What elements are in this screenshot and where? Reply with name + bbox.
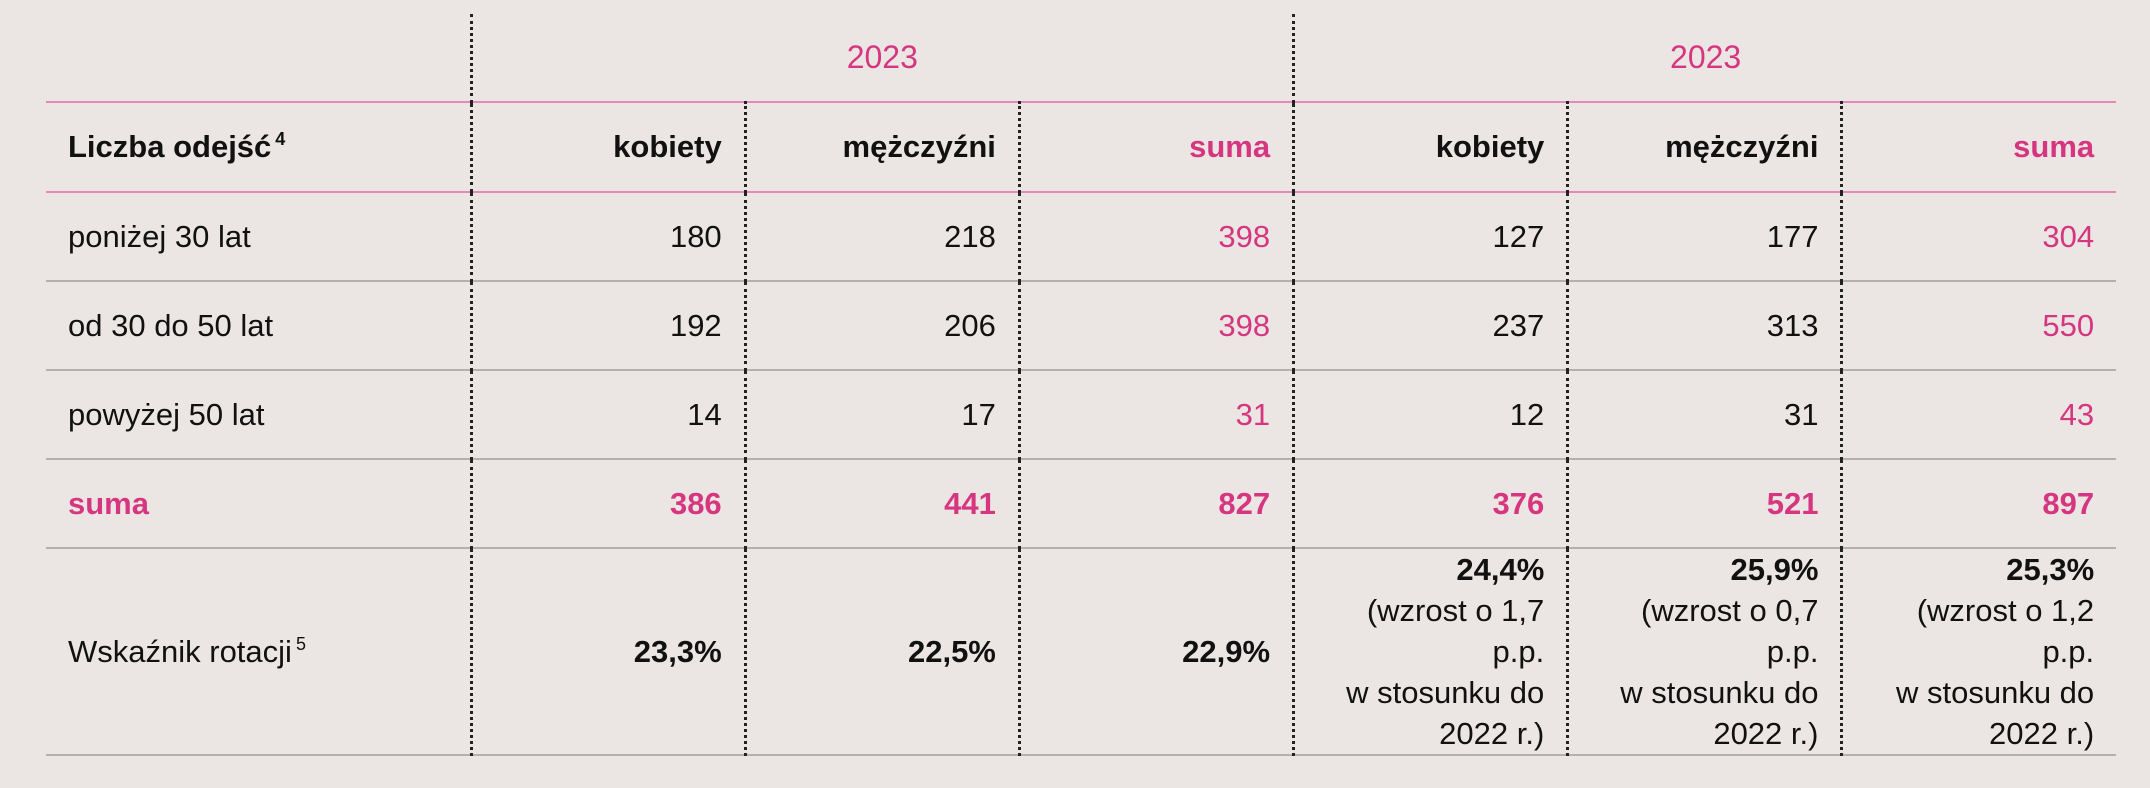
table-cell: 398 — [1017, 281, 1294, 371]
rotation-note-line: w stosunku do — [1620, 675, 1819, 710]
table-cell: 180 — [469, 192, 746, 282]
footnote-marker: 4 — [275, 129, 286, 149]
table-cell: 304 — [1840, 192, 2117, 282]
corner-cell — [46, 14, 471, 103]
rotation-cell: 24,4% (wzrost o 1,7 p.p. w stosunku do 2… — [1292, 548, 1568, 756]
rotation-cell: 22,5% — [743, 548, 1020, 756]
total-cell: 827 — [1017, 459, 1294, 549]
table-row: poniżej 30 lat 180 218 398 127 177 304 — [46, 192, 2117, 282]
rotation-label-cell: Wskaźnik rotacji 5 — [46, 548, 471, 756]
year-group-header: 2023 — [469, 14, 1294, 103]
year-header-row: 2023 2023 — [46, 14, 2117, 103]
rotation-note-line: 2022 r.) — [1989, 716, 2095, 751]
rotation-note-line: (wzrost o 1,7 p.p. — [1366, 593, 1545, 669]
rotation-value: 22,9% — [1182, 634, 1271, 669]
row-label: powyżej 50 lat — [46, 370, 471, 460]
rotation-label: Wskaźnik rotacji — [68, 633, 292, 669]
rotation-note-line: w stosunku do — [1346, 675, 1545, 710]
column-header-row: Liczba odejść 4 kobiety mężczyźni suma ko… — [46, 102, 2117, 193]
column-header: mężczyźni — [1566, 102, 1842, 193]
total-row: suma 386 441 827 376 521 897 — [46, 459, 2117, 549]
table-cell: 127 — [1292, 192, 1568, 282]
total-cell: 897 — [1840, 459, 2117, 549]
rotation-value: 23,3% — [633, 634, 722, 669]
table-cell: 31 — [1566, 370, 1842, 460]
rotation-cell: 25,3% (wzrost o 1,2 p.p. w stosunku do 2… — [1840, 548, 2117, 756]
year-group-header: 2023 — [1292, 14, 2117, 103]
rotation-cell: 25,9% (wzrost o 0,7 p.p. w stosunku do 2… — [1566, 548, 1842, 756]
rotation-note-line: (wzrost o 0,7 p.p. — [1641, 593, 1819, 669]
total-cell: 441 — [743, 459, 1020, 549]
rotation-value: 25,9% — [1730, 552, 1819, 587]
column-header: mężczyźni — [743, 102, 1020, 193]
rotation-note-line: 2022 r.) — [1713, 716, 1819, 751]
column-header: suma — [1017, 102, 1294, 193]
rotation-note-line: (wzrost o 1,2 p.p. — [1916, 593, 2095, 669]
table-cell: 550 — [1840, 281, 2117, 371]
footnote-marker: 5 — [295, 633, 306, 654]
total-label: suma — [46, 459, 471, 549]
table-cell: 313 — [1566, 281, 1842, 371]
table-row: od 30 do 50 lat 192 206 398 237 313 550 — [46, 281, 2117, 371]
rotation-row: Wskaźnik rotacji 5 23,3% 22,5% 22,9% 24,4… — [46, 548, 2117, 756]
column-header: kobiety — [469, 102, 746, 193]
row-label: od 30 do 50 lat — [46, 281, 471, 371]
table-cell: 31 — [1017, 370, 1294, 460]
row-label-header-text: Liczba odejść — [68, 129, 272, 164]
table-cell: 192 — [469, 281, 746, 371]
table-cell: 218 — [743, 192, 1020, 282]
column-header: suma — [1840, 102, 2117, 193]
rotation-cell: 22,9% — [1017, 548, 1294, 756]
total-cell: 376 — [1292, 459, 1568, 549]
total-cell: 521 — [1566, 459, 1842, 549]
column-header: kobiety — [1292, 102, 1568, 193]
table-cell: 17 — [743, 370, 1020, 460]
total-cell: 386 — [469, 459, 746, 549]
rotation-value: 24,4% — [1456, 552, 1545, 587]
row-label: poniżej 30 lat — [46, 192, 471, 282]
table-cell: 43 — [1840, 370, 2117, 460]
table-cell: 206 — [743, 281, 1020, 371]
rotation-value: 22,5% — [907, 634, 996, 669]
row-label-header: Liczba odejść 4 — [46, 102, 471, 193]
turnover-table: 2023 2023 Liczba odejść 4 kobiety mężczyź… — [46, 14, 2117, 756]
rotation-note-line: w stosunku do — [1895, 675, 2095, 710]
table-cell: 237 — [1292, 281, 1568, 371]
table-cell: 398 — [1017, 192, 1294, 282]
table-cell: 14 — [469, 370, 746, 460]
rotation-cell: 23,3% — [469, 548, 746, 756]
table-cell: 177 — [1566, 192, 1842, 282]
rotation-value: 25,3% — [2006, 552, 2095, 587]
rotation-note-line: 2022 r.) — [1439, 716, 1545, 751]
table-row: powyżej 50 lat 14 17 31 12 31 43 — [46, 370, 2117, 460]
table-cell: 12 — [1292, 370, 1568, 460]
